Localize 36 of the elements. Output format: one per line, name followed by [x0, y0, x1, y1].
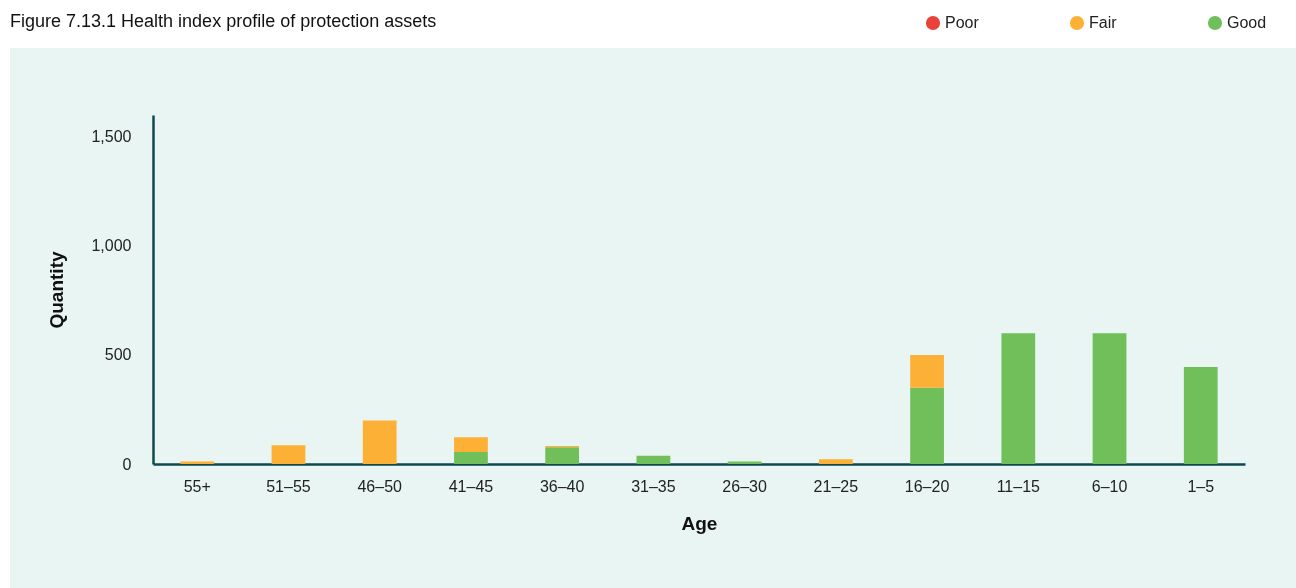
- y-tick-label: 500: [104, 346, 132, 364]
- x-tick-label: 11–15: [996, 477, 1041, 495]
- bar: [636, 455, 671, 464]
- bar: [454, 437, 488, 452]
- chart-title: Figure 7.13.1 Health index profile of protection assets: [10, 11, 437, 32]
- x-tick-label: 55+: [183, 477, 211, 495]
- bar: [454, 452, 488, 464]
- bar: [727, 461, 762, 464]
- x-tick-label: 51–55: [266, 477, 311, 495]
- y-tick-label: 0: [122, 455, 132, 473]
- x-tick-label: 41–45: [448, 477, 494, 495]
- x-tick-label: 36–40: [539, 477, 585, 495]
- bar: [1001, 333, 1036, 464]
- bar: [1183, 366, 1218, 464]
- x-axis-title: Age: [681, 512, 718, 534]
- x-tick-label: 21–25: [813, 477, 859, 495]
- y-axis-title: Quantity: [46, 251, 68, 329]
- x-tick-label: 31–35: [631, 477, 676, 495]
- x-tick-label: 46–50: [357, 477, 403, 495]
- legend-label: Fair: [1089, 14, 1118, 31]
- bar: [818, 459, 853, 464]
- legend-label: Good: [1227, 14, 1267, 31]
- bar: [362, 420, 397, 464]
- x-tick-label: 26–30: [722, 477, 767, 495]
- bar: [910, 354, 944, 388]
- x-tick-label: 16–20: [904, 477, 950, 495]
- legend-label: Poor: [945, 14, 980, 31]
- bar: [180, 461, 215, 464]
- x-tick-label: 1–5: [1187, 477, 1215, 495]
- y-tick-label: 1,000: [91, 237, 132, 255]
- bar: [545, 447, 580, 464]
- bar: [1092, 333, 1127, 464]
- bar: [271, 445, 306, 464]
- bar: [910, 387, 944, 464]
- x-tick-label: 6–10: [1091, 477, 1128, 495]
- y-tick-label: 1,500: [91, 128, 132, 146]
